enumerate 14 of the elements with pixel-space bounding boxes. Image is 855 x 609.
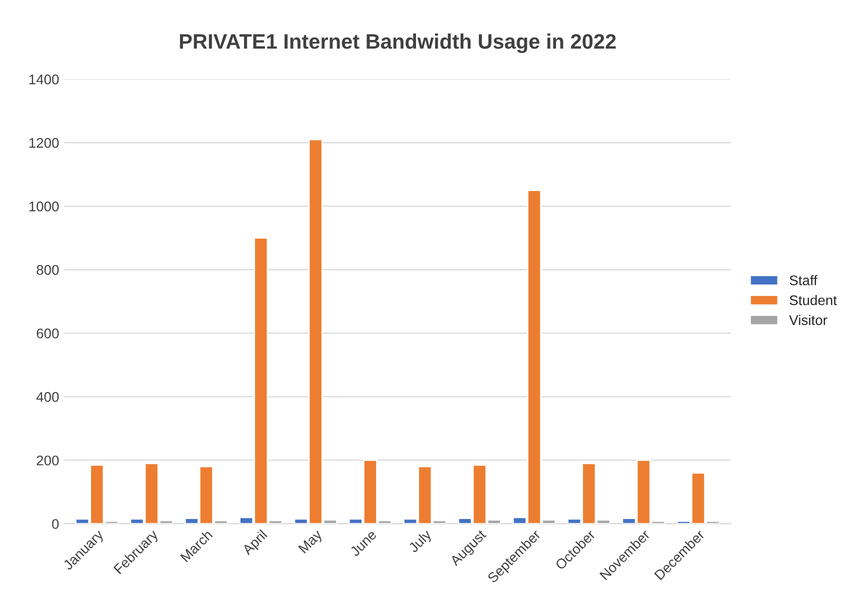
y-tick-label: 600: [36, 328, 59, 338]
y-tick-label: 400: [36, 392, 59, 402]
x-tick-label: May: [298, 528, 325, 556]
chart-title: PRIVATE1 Internet Bandwidth Usage in 2022: [180, 34, 616, 54]
legend-label: Visitor: [789, 314, 828, 326]
legend-label: Staff: [790, 275, 818, 286]
y-tick-label: 1000: [29, 202, 59, 212]
y-tick-label: 0: [52, 519, 59, 529]
y-tick-label: 200: [36, 456, 59, 466]
y-tick-label: 1400: [29, 74, 59, 84]
y-tick-label: 800: [36, 265, 59, 275]
legend-label: Student: [790, 294, 837, 306]
x-tick-label: July: [408, 528, 434, 556]
y-tick-label: 1200: [29, 138, 59, 148]
